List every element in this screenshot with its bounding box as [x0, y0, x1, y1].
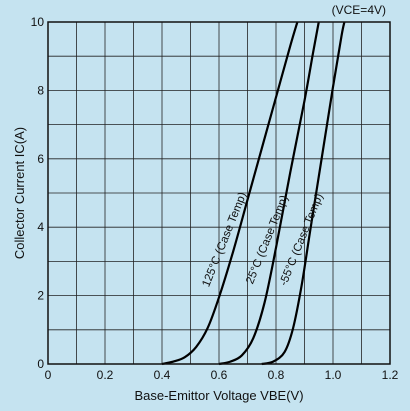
y-tick-label: 8 — [37, 83, 44, 97]
grid — [48, 22, 390, 364]
tick-labels: 0 0.2 0.4 0.6 0.8 1.0 1.2 0 2 4 6 8 10 — [31, 15, 399, 382]
x-tick-label: 1.2 — [382, 368, 399, 382]
y-tick-label: 10 — [31, 15, 45, 29]
x-tick-label: 0.6 — [211, 368, 228, 382]
x-tick-label: 0.8 — [268, 368, 285, 382]
y-tick-label: 2 — [37, 289, 44, 303]
curves — [161, 21, 346, 366]
plot-frame — [47, 21, 391, 365]
x-tick-label: 0 — [45, 368, 52, 382]
curve-label-0: 125°C (Case Temp) — [200, 191, 249, 289]
x-tick-label: 0.2 — [97, 368, 114, 382]
y-tick-label: 4 — [37, 220, 44, 234]
series-line-1 — [218, 21, 320, 366]
y-tick-label: 6 — [37, 152, 44, 166]
y-axis-label: Collector Current IC(A) — [12, 127, 27, 259]
y-tick-label: 0 — [37, 357, 44, 371]
x-tick-label: 1.0 — [325, 368, 342, 382]
x-tick-label: 0.4 — [154, 368, 171, 382]
x-axis-label: Base-Emittor Voltage VBE(V) — [134, 388, 303, 403]
series-line-2 — [261, 21, 346, 366]
condition-label: (VCE=4V) — [332, 3, 386, 17]
series-line-0 — [161, 21, 299, 366]
